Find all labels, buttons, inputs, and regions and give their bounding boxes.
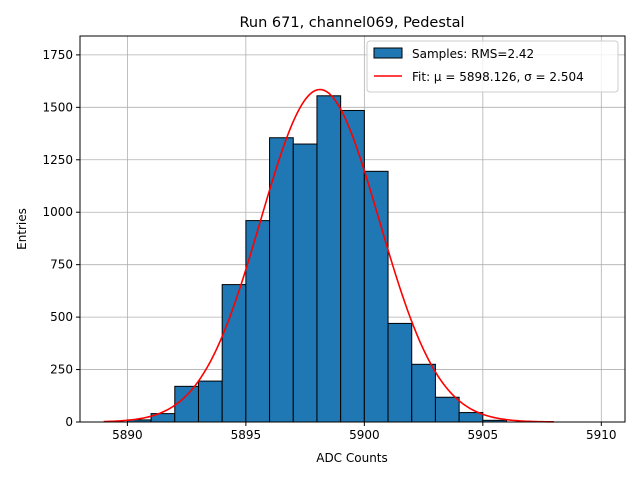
x-tick-label: 5910: [586, 428, 617, 442]
y-axis-label: Entries: [15, 208, 29, 250]
y-tick-label: 1750: [42, 48, 73, 62]
histogram-bars: [126, 95, 508, 423]
x-axis-ticks: 5890 5895 5900 5905 5910: [112, 422, 617, 442]
histogram-bar: [292, 143, 318, 423]
y-tick-label: 750: [50, 258, 73, 272]
histogram-bar: [174, 385, 199, 423]
legend-box: [366, 40, 619, 93]
legend-histogram-label: Samples: RMS=2.42: [412, 47, 534, 61]
y-tick-label: 1250: [42, 153, 73, 167]
legend: Samples: RMS=2.42 Fit: μ = 5898.126, σ =…: [366, 40, 619, 93]
histogram-bar: [197, 380, 223, 423]
y-tick-label: 1500: [42, 100, 73, 114]
histogram-bar: [411, 363, 436, 423]
y-tick-label: 1000: [42, 205, 73, 219]
axes-frame: [79, 35, 626, 423]
y-axis-ticks: 0 250 500 750 1000 1250 1500 1750: [42, 48, 80, 429]
histogram-bar: [458, 412, 484, 423]
histogram-bar: [245, 220, 271, 423]
legend-fit-label: Fit: μ = 5898.126, σ = 2.504: [412, 70, 584, 84]
legend-histogram-swatch: [373, 47, 403, 59]
y-tick-label: 250: [50, 363, 73, 377]
x-tick-label: 5905: [468, 428, 499, 442]
fit-curve: [103, 88, 554, 423]
y-tick-label: 500: [50, 310, 73, 324]
histogram-bar: [316, 95, 342, 423]
x-tick-label: 5900: [349, 428, 380, 442]
histogram-bar: [387, 322, 413, 423]
x-tick-label: 5895: [231, 428, 262, 442]
chart-title: Run 671, channel069, Pedestal: [239, 15, 464, 31]
y-tick-label: 0: [65, 415, 73, 429]
x-axis-label: ADC Counts: [316, 451, 388, 465]
histogram-bar: [434, 396, 460, 423]
x-tick-label: 5890: [112, 428, 143, 442]
